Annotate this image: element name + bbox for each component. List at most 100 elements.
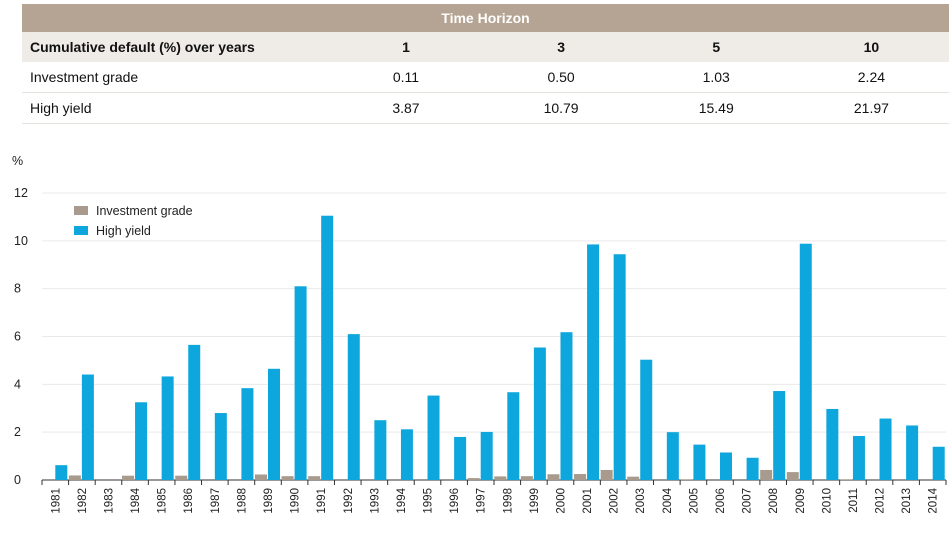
x-tick-label: 2012	[875, 488, 887, 514]
x-tick-label: 1989	[263, 488, 275, 514]
x-tick-label: 2014	[928, 487, 940, 513]
bar-investment-grade-2003	[627, 476, 640, 480]
y-tick-label: 0	[14, 473, 21, 487]
x-tick-label: 1985	[157, 488, 169, 514]
x-tick-label: 1983	[103, 488, 115, 514]
bar-high-yield-2008	[773, 391, 786, 480]
row-label: High yield	[22, 92, 329, 124]
bar-high-yield-2013	[906, 425, 919, 480]
x-tick-label: 1991	[316, 488, 328, 514]
legend-swatch-high-yield	[74, 226, 88, 235]
bar-high-yield-2007	[746, 457, 759, 480]
bar-high-yield-1982	[81, 374, 94, 480]
x-tick-label: 2011	[848, 488, 860, 513]
x-tick-label: 1990	[290, 488, 302, 514]
x-tick-label: 2010	[821, 488, 833, 514]
table-cell: 0.11	[328, 62, 484, 93]
x-tick-label: 1986	[183, 488, 195, 514]
legend-label: Investment grade	[96, 204, 193, 218]
bar-investment-grade-1989	[255, 474, 267, 480]
bar-investment-grade-2002	[600, 469, 613, 480]
y-tick-label: 12	[14, 186, 28, 200]
bar-high-yield-1999	[533, 347, 546, 480]
bar-high-yield-1989	[268, 368, 280, 480]
bar-high-yield-2006	[720, 452, 732, 480]
x-tick-label: 2003	[635, 488, 647, 514]
bar-investment-grade-2001	[574, 474, 587, 480]
bar-investment-grade-1997	[467, 478, 480, 480]
x-tick-label: 2004	[662, 487, 674, 513]
y-tick-label: 6	[14, 330, 21, 344]
default-rate-table: Time Horizon Cumulative default (%) over…	[22, 4, 949, 124]
y-axis-ticks: 0 2 4 6 8 10 12	[14, 186, 28, 487]
header-year-10: 10	[793, 32, 949, 62]
x-tick-label: 1981	[50, 488, 62, 514]
bar-investment-grade-2005	[680, 479, 693, 480]
bar-high-yield-2011	[852, 435, 865, 480]
bar-high-yield-1984	[135, 402, 148, 480]
x-tick-label: 1997	[476, 488, 488, 514]
bar-investment-grade-1999	[520, 476, 533, 480]
bar-high-yield-1991	[321, 215, 334, 480]
default-rate-bar-chart: % 0 2 4 6 8 10 12 1981 1982 1983 1984 1985 1986 1987…	[12, 154, 947, 514]
table-row: High yield 3.87 10.79 15.49 21.97	[22, 92, 949, 124]
table-cell: 15.49	[638, 92, 794, 124]
x-tick-label: 1994	[396, 487, 408, 513]
x-tick-label: 1999	[529, 488, 541, 514]
bar-investment-grade-2009	[786, 472, 799, 480]
y-tick-label: 8	[14, 282, 21, 296]
bar-high-yield-1996	[454, 436, 467, 480]
header-label: Cumulative default (%) over years	[22, 32, 329, 62]
x-tick-label: 2008	[768, 488, 780, 514]
y-tick-label: 10	[14, 234, 28, 248]
x-tick-label: 1992	[343, 488, 355, 514]
bar-high-yield-1998	[507, 392, 520, 480]
x-tick-label: 1995	[423, 488, 435, 514]
table-cell: 2.24	[793, 62, 949, 93]
bar-investment-grade-1982	[68, 475, 81, 480]
x-tick-label: 2005	[688, 488, 700, 514]
legend: Investment grade High yield	[74, 204, 193, 238]
x-tick-label: 1998	[502, 488, 514, 514]
table-cell: 1.03	[638, 62, 794, 93]
bar-high-yield-1987	[214, 413, 227, 480]
header-year-3: 3	[483, 32, 639, 62]
bar-high-yield-2004	[666, 432, 679, 480]
bar-high-yield-1988	[241, 388, 254, 480]
bar-high-yield-2003	[640, 359, 653, 480]
x-axis-ticks: 1981 1982 1983 1984 1985 1986 1987 1988 1989 1990…	[41, 480, 947, 514]
cumulative-default-table: Cumulative default (%) over years 1 3 5 …	[22, 32, 949, 124]
bar-high-yield-2010	[826, 408, 839, 480]
bar-investment-grade-1986	[175, 475, 188, 480]
x-tick-label: 1993	[369, 488, 381, 514]
row-label: Investment grade	[22, 62, 329, 93]
time-horizon-header: Time Horizon	[22, 4, 949, 32]
y-axis-unit-label: %	[12, 154, 23, 168]
legend-label: High yield	[96, 224, 151, 238]
x-tick-label: 2006	[715, 488, 727, 514]
bar-high-yield-2000	[560, 332, 573, 480]
table-header-row: Cumulative default (%) over years 1 3 5 …	[22, 32, 949, 62]
x-tick-label: 1982	[77, 488, 89, 514]
bar-high-yield-1986	[188, 344, 201, 480]
bar-investment-grade-2011	[839, 479, 852, 480]
table-cell: 10.79	[483, 92, 639, 124]
x-tick-label: 1984	[130, 487, 142, 513]
bars	[55, 215, 945, 480]
bar-investment-grade-1998	[494, 476, 507, 480]
table-cell: 3.87	[328, 92, 484, 124]
header-year-5: 5	[638, 32, 794, 62]
bar-high-yield-2009	[799, 243, 812, 480]
x-tick-label: 2007	[742, 488, 754, 514]
bar-high-yield-2001	[587, 244, 600, 480]
bar-high-yield-1992	[347, 334, 360, 480]
bar-high-yield-1981	[55, 465, 68, 480]
bar-high-yield-1990	[294, 286, 307, 480]
y-tick-label: 4	[14, 377, 21, 391]
bar-high-yield-2005	[693, 444, 706, 480]
bar-high-yield-1995	[427, 395, 440, 480]
legend-swatch-investment-grade	[74, 206, 88, 215]
bar-investment-grade-2008	[760, 469, 773, 480]
x-tick-label: 2000	[555, 488, 567, 514]
x-tick-label: 2009	[795, 488, 807, 514]
